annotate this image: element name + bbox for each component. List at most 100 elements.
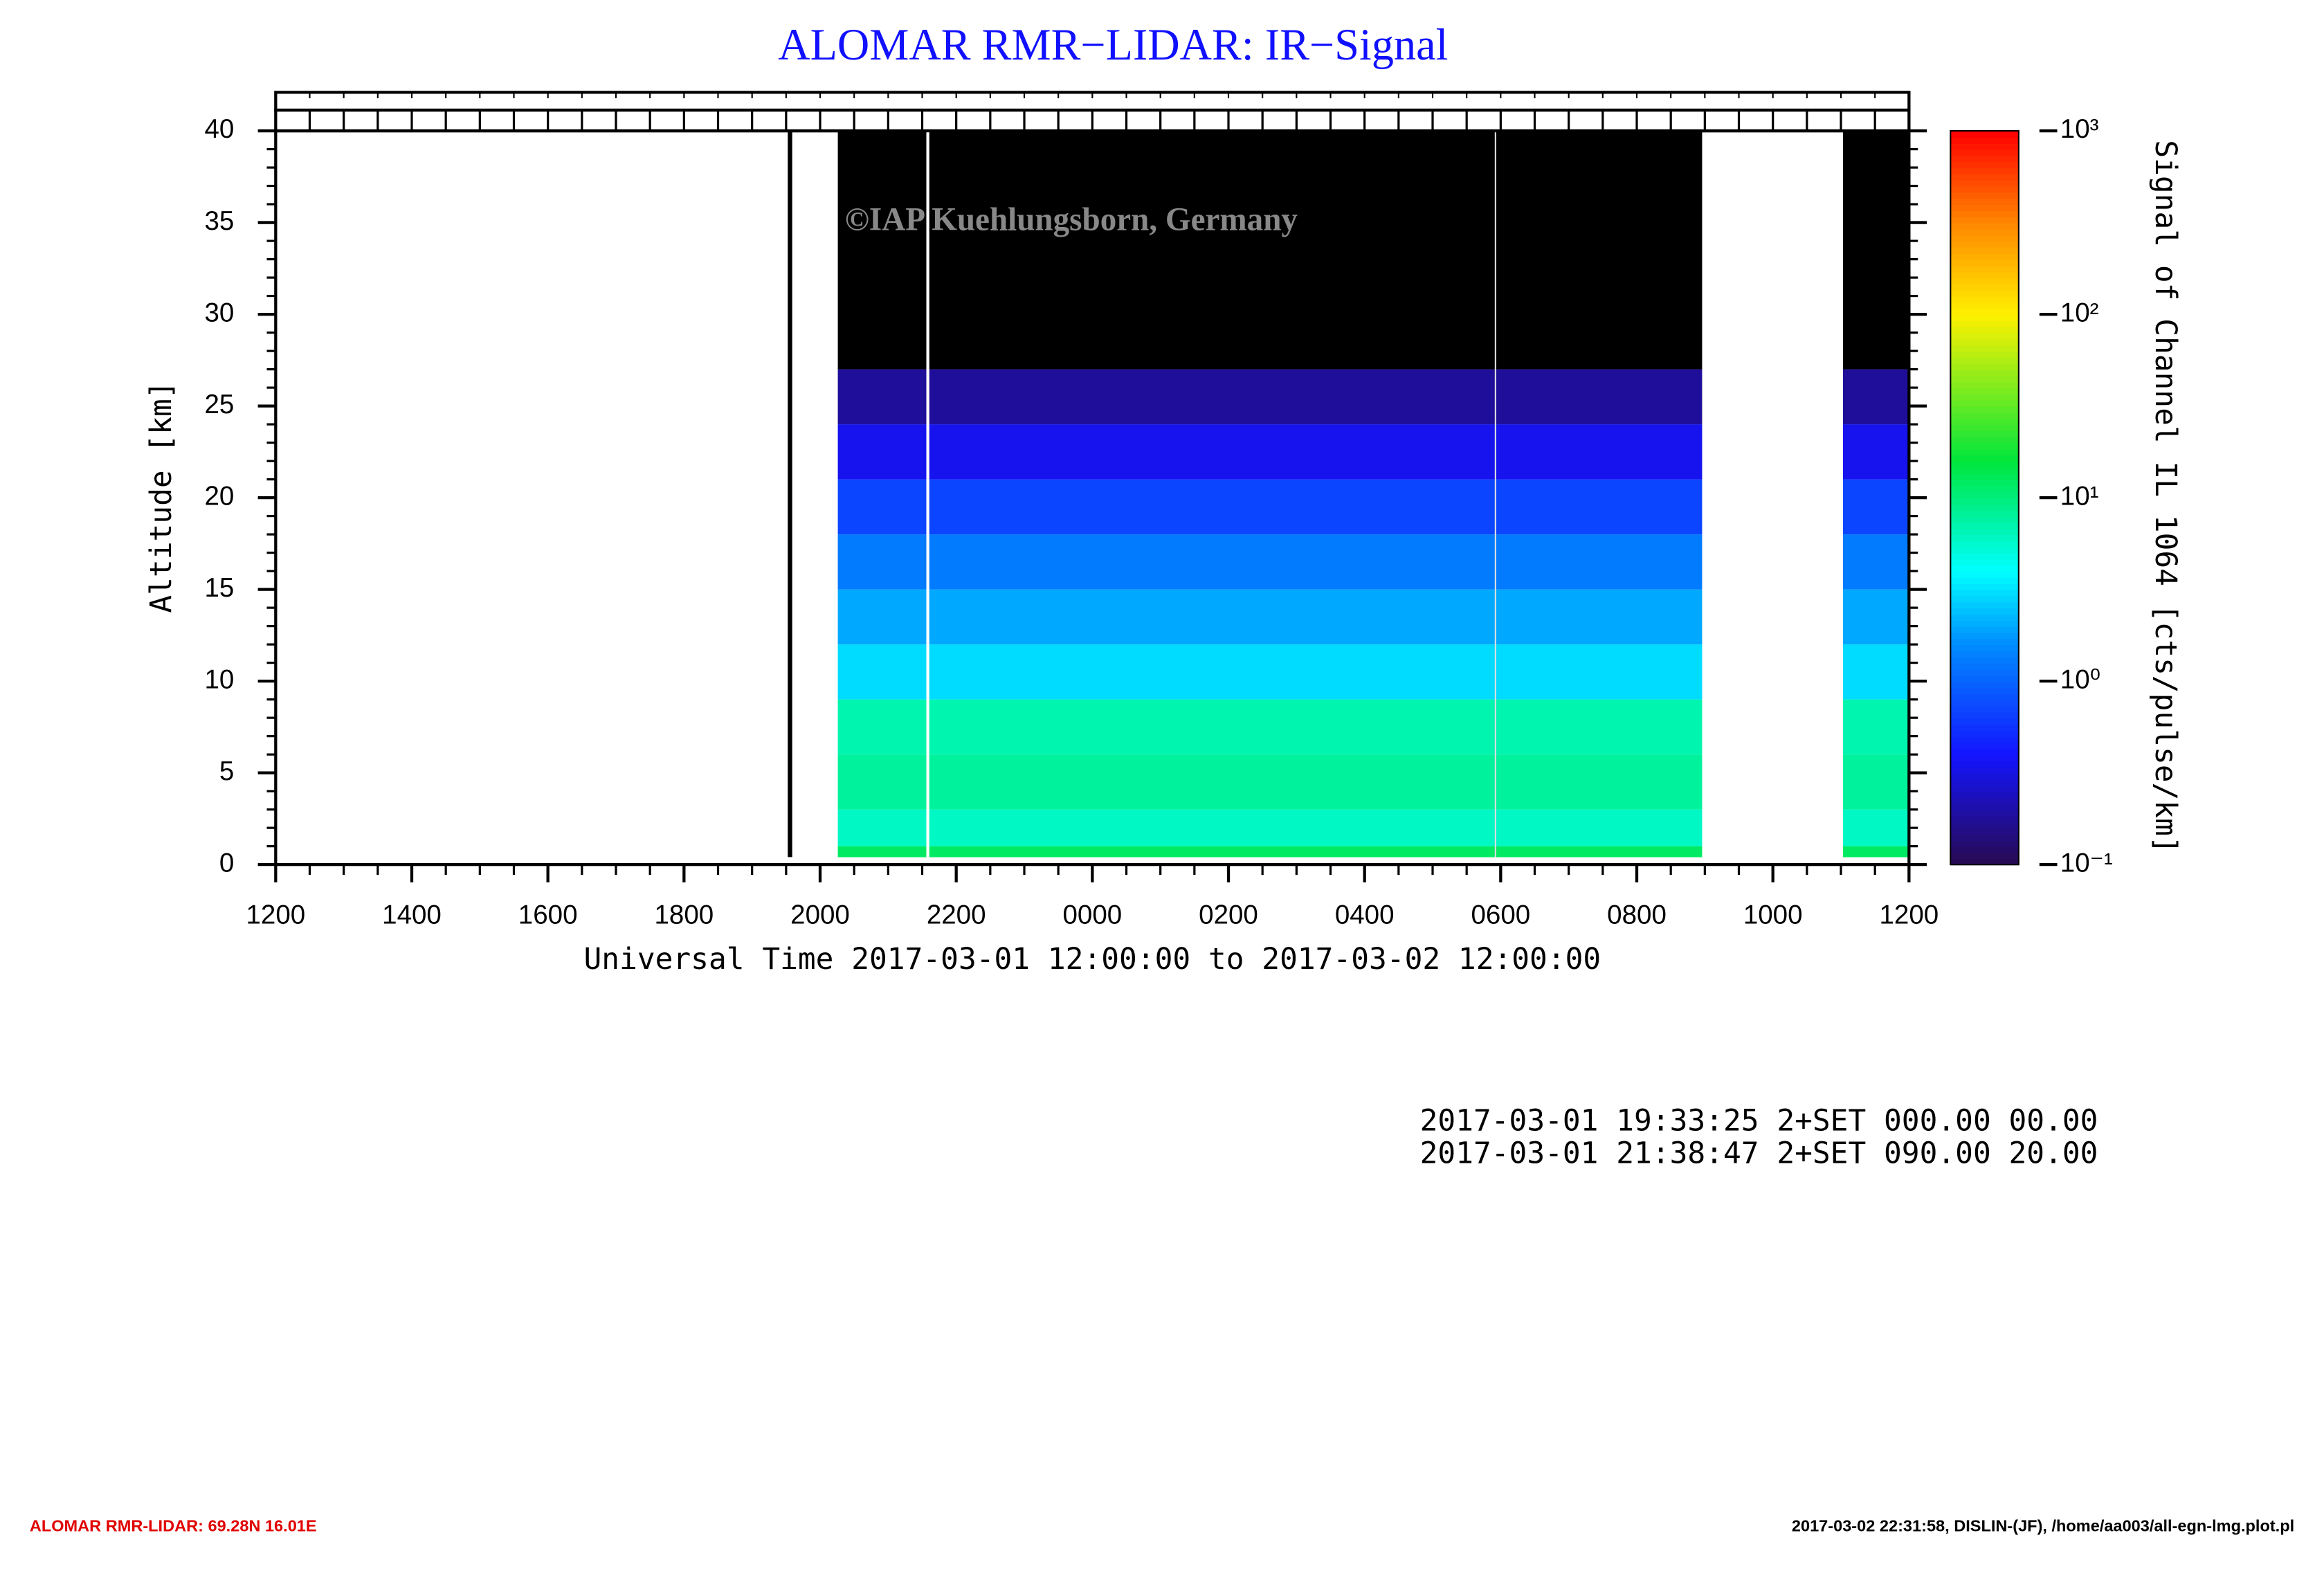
colorbar-cell (1950, 204, 2019, 211)
colorbar-cell (1950, 729, 2019, 737)
colorbar-cell (1950, 363, 2019, 370)
colorbar-cell (1950, 326, 2019, 334)
colorbar-cell (1950, 442, 2019, 450)
colorbar-cell (1950, 552, 2019, 560)
colorbar-cell (1950, 748, 2019, 756)
colorbar-cell (1950, 375, 2019, 383)
colorbar-cell (1950, 185, 2019, 193)
watermark: ©IAP Kuehlungsborn, Germany (845, 202, 1298, 238)
colorbar-cell (1950, 235, 2019, 242)
colorbar-cell (1950, 803, 2019, 810)
heat-cell (1842, 754, 1909, 810)
heat-cell (837, 846, 1703, 858)
heat-cell (1842, 699, 1909, 755)
colorbar-tick-label: 10¹ (2060, 481, 2099, 511)
colorbar-cell (1950, 638, 2019, 646)
x-tick-label: 2200 (927, 900, 986, 929)
colorbar-cell (1950, 192, 2019, 199)
colorbar-cell (1950, 766, 2019, 774)
colorbar-cell (1950, 149, 2019, 156)
x-tick-label: 1800 (654, 900, 714, 929)
colorbar-cell (1950, 179, 2019, 187)
colorbar-cell (1950, 736, 2019, 743)
colorbar-cell (1950, 369, 2019, 377)
colorbar-tick-label: 10⁰ (2060, 664, 2100, 694)
colorbar-cell (1950, 546, 2019, 554)
colorbar-cell (1950, 577, 2019, 584)
heat-cell (1842, 846, 1909, 858)
colorbar-cell (1950, 283, 2019, 291)
colorbar-cell (1950, 406, 2019, 413)
x-axis-label: Universal Time 2017-03-01 12:00:00 to 20… (583, 942, 1601, 977)
colorbar-cell (1950, 278, 2019, 284)
colorbar-cell (1950, 699, 2019, 707)
x-tick-label: 1200 (246, 900, 305, 929)
colorbar-cell (1950, 705, 2019, 713)
colorbar-cell (1950, 485, 2019, 493)
y-tick-label: 15 (205, 573, 235, 603)
colorbar-cell (1950, 675, 2019, 682)
colorbar-cell (1950, 473, 2019, 480)
colorbar-cell (1950, 687, 2019, 694)
colorbar-cell (1950, 356, 2019, 364)
colorbar-cell (1950, 711, 2019, 719)
colorbar-cell (1950, 828, 2019, 835)
y-tick-label: 30 (205, 298, 235, 327)
colorbar-cell (1950, 253, 2019, 260)
colorbar-cell (1950, 259, 2019, 266)
colorbar-cell (1950, 589, 2019, 597)
colorbar-cell (1950, 498, 2019, 505)
heat-cell (837, 809, 1703, 846)
colorbar-cell (1950, 840, 2019, 847)
colorbar-cell (1950, 131, 2019, 138)
colorbar-cell (1950, 222, 2019, 230)
colorbar-cell (1950, 595, 2019, 603)
log-line: 2017-03-01 19:33:25 2+SET 000.00 00.00 (1420, 1103, 2098, 1138)
colorbar-cell (1950, 809, 2019, 817)
heat-cell (1842, 369, 1909, 425)
colorbar-cell (1950, 399, 2019, 407)
colorbar-label: Signal of Channel IL 1064 [cts/pulse/km] (2148, 140, 2183, 853)
heat-cell (1842, 644, 1909, 700)
colorbar-cell (1950, 785, 2019, 792)
x-tick-label: 2000 (790, 900, 850, 929)
colorbar-cell (1950, 693, 2019, 700)
y-tick-label: 20 (205, 481, 235, 511)
colorbar-cell (1950, 289, 2019, 297)
x-tick-label: 0000 (1062, 900, 1122, 929)
heat-cell (837, 534, 1703, 590)
colorbar-cell (1950, 718, 2019, 725)
y-tick-label: 0 (219, 848, 234, 878)
colorbar-cell (1950, 723, 2019, 731)
colorbar-cell (1950, 479, 2019, 487)
y-tick-label: 25 (205, 390, 235, 419)
colorbar-cell (1950, 833, 2019, 841)
footer-right: 2017-03-02 22:31:58, DISLIN-(JF), /home/… (1792, 1517, 2294, 1535)
colorbar-cell (1950, 448, 2019, 456)
heat-cell (1842, 131, 1909, 370)
colorbar-cell (1950, 742, 2019, 750)
colorbar-cell (1950, 302, 2019, 309)
colorbar-cell (1950, 540, 2019, 547)
colorbar-cell (1950, 216, 2019, 224)
colorbar-tick-label: 10³ (2060, 114, 2099, 144)
colorbar-cell (1950, 265, 2019, 273)
x-tick-label: 1200 (1879, 900, 1939, 929)
colorbar-cell (1950, 167, 2019, 174)
heat-cell (837, 424, 1703, 480)
heat-cell (837, 754, 1703, 810)
colorbar-cell (1950, 388, 2019, 394)
colorbar-tick-label: 10² (2060, 298, 2099, 327)
heatmap (837, 131, 1909, 858)
colorbar-cell (1950, 613, 2019, 621)
x-tick-label: 1400 (382, 900, 442, 929)
colorbar-cell (1950, 846, 2019, 853)
colorbar-frame (1950, 129, 2019, 866)
colorbar-cell (1950, 681, 2019, 689)
heat-cell (1842, 424, 1909, 480)
colorbar-cell (1950, 461, 2019, 469)
colorbar-cell (1950, 173, 2019, 181)
colorbar-cell (1950, 136, 2019, 144)
colorbar-cell (1950, 271, 2019, 279)
colorbar-cell (1950, 503, 2019, 511)
